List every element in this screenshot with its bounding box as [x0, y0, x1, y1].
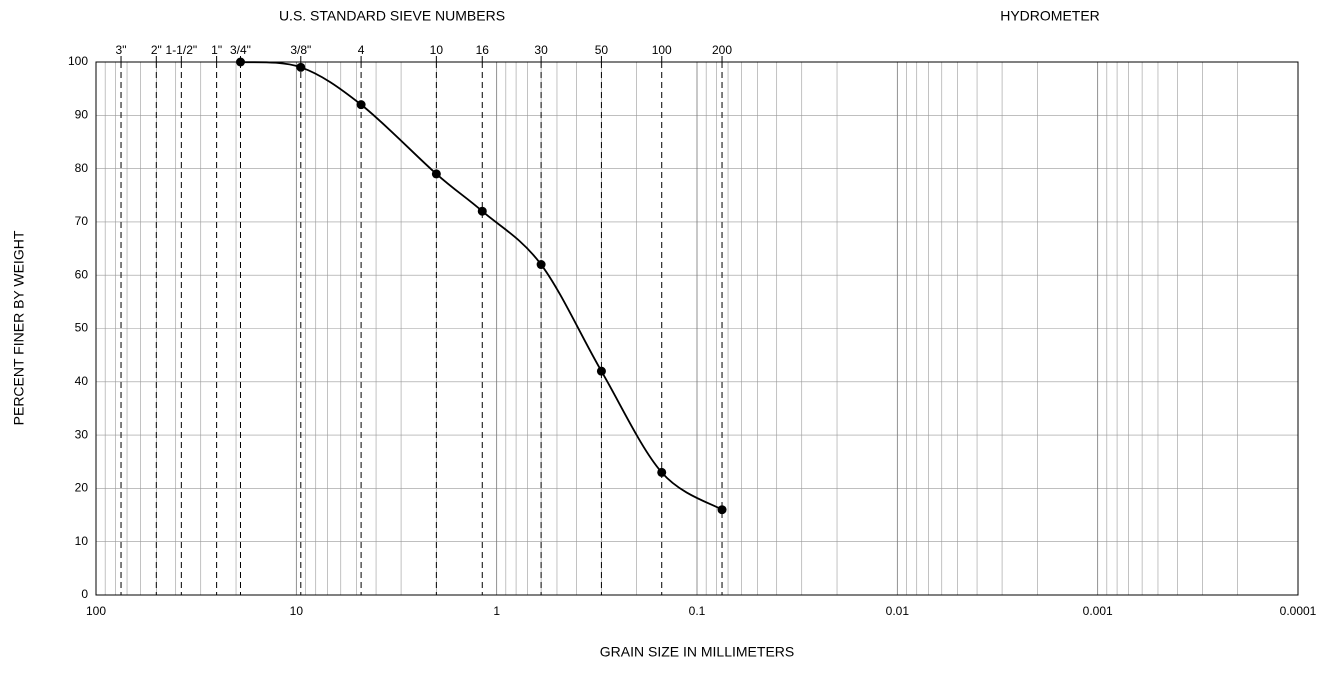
sieve-label: 100 [652, 43, 672, 57]
sieve-label: 3" [116, 43, 127, 57]
sieve-label: 3/8" [290, 43, 311, 57]
y-tick-label: 60 [75, 267, 89, 281]
hydrometer-label: HYDROMETER [1000, 8, 1100, 24]
y-tick-label: 30 [75, 427, 89, 441]
sieve-label: 1" [211, 43, 222, 57]
gradation-curve [240, 61, 723, 511]
sieve-label: 16 [476, 43, 490, 57]
data-point [717, 505, 727, 515]
y-tick-label: 20 [75, 481, 89, 495]
x-tick-label: 0.001 [1083, 604, 1113, 618]
x-axis-label: GRAIN SIZE IN MILLIMETERS [600, 644, 794, 660]
data-point [536, 260, 546, 270]
x-tick-label: 100 [86, 604, 106, 618]
chart-title: U.S. STANDARD SIEVE NUMBERS [279, 8, 505, 24]
data-point [296, 62, 306, 72]
sieve-label: 50 [595, 43, 609, 57]
y-tick-label: 80 [75, 161, 89, 175]
sieve-label: 1-1/2" [166, 43, 198, 57]
y-axis-label: PERCENT FINER BY WEIGHT [11, 230, 27, 425]
y-tick-label: 100 [68, 54, 88, 68]
data-point [596, 366, 606, 376]
data-point [356, 100, 366, 110]
x-tick-label: 0.01 [886, 604, 910, 618]
y-tick-label: 40 [75, 374, 89, 388]
sieve-label: 30 [534, 43, 548, 57]
y-tick-label: 50 [75, 321, 89, 335]
sieve-label: 10 [430, 43, 444, 57]
y-tick-label: 0 [81, 587, 88, 601]
plot-frame [95, 61, 1299, 596]
data-point [235, 57, 245, 67]
data-point [657, 467, 667, 477]
sieve-label: 4 [358, 43, 365, 57]
y-tick-label: 90 [75, 107, 89, 121]
x-tick-label: 0.0001 [1280, 604, 1317, 618]
y-tick-label: 70 [75, 214, 89, 228]
y-tick-label: 10 [75, 534, 89, 548]
data-point [477, 206, 487, 216]
x-tick-label: 0.1 [689, 604, 706, 618]
x-tick-label: 10 [290, 604, 304, 618]
x-tick-label: 1 [493, 604, 500, 618]
data-point [431, 169, 441, 179]
sieve-label: 3/4" [230, 43, 251, 57]
sieve-label: 2" [151, 43, 162, 57]
sieve-label: 200 [712, 43, 732, 57]
